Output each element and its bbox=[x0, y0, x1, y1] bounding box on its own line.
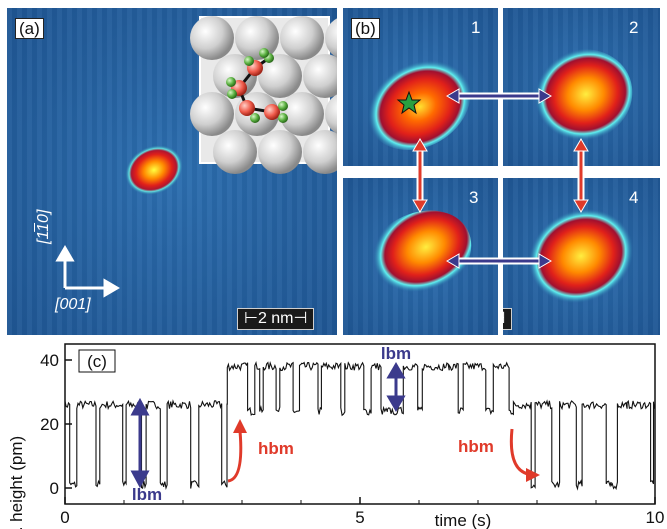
lbm-arrow-mid bbox=[386, 362, 406, 412]
hbm-arrowhead-right bbox=[526, 468, 540, 482]
x-tick-label: 0 bbox=[60, 508, 69, 527]
star-marker bbox=[396, 90, 422, 115]
state-3-number: 3 bbox=[469, 188, 479, 207]
hbm-arrow-left bbox=[227, 430, 243, 483]
height-trace bbox=[64, 360, 656, 491]
state-2-svg bbox=[529, 49, 633, 143]
scale-bar-a: ⊢2 nm⊣ bbox=[237, 308, 315, 330]
lbm-label-left: lbm bbox=[132, 485, 162, 504]
panel-c-label-box: (c) bbox=[78, 349, 116, 373]
direction-arrows bbox=[55, 245, 120, 298]
direction-label-vertical-text: [110] bbox=[35, 209, 52, 244]
panel-b-state-3: 3 bbox=[343, 178, 498, 335]
x-axis-label: time (s) bbox=[435, 511, 492, 529]
x-tick-label: 5 bbox=[355, 508, 364, 527]
panel-c-chart: rel. height (pm) 0 20 40 0 5 10 time (s) (c)… bbox=[7, 343, 664, 529]
panel-b-label: (b) bbox=[351, 18, 380, 39]
state-2-number: 2 bbox=[629, 18, 639, 37]
lbm-label-mid: lbm bbox=[381, 344, 411, 363]
state-4-blob bbox=[528, 208, 634, 304]
panel-b-state-2: 2 bbox=[503, 8, 660, 166]
panel-a-stm-image: (a) [110] [001] ⊢2 nm⊣ bbox=[7, 8, 337, 335]
direction-label-vertical: [110] bbox=[35, 184, 53, 244]
state-3-svg bbox=[364, 210, 472, 302]
x-ticks: 0 5 10 bbox=[60, 497, 664, 527]
lbm-arrow-left bbox=[130, 397, 150, 489]
state-1-svg bbox=[365, 56, 471, 150]
panel-b: (b) 1 2 bbox=[343, 8, 660, 335]
direction-label-horizontal: [001] bbox=[55, 296, 91, 313]
y-axis-label: rel. height (pm) bbox=[7, 436, 26, 529]
scale-bar-b: ⊢1 nm⊣ bbox=[503, 308, 513, 330]
state-1-number: 1 bbox=[471, 18, 481, 37]
hbm-label-left: hbm bbox=[258, 439, 294, 458]
state-4-number: 4 bbox=[629, 188, 639, 207]
panel-b-state-4: 4 ⊢1 nm⊣ bbox=[503, 178, 660, 335]
state-2-blob bbox=[529, 49, 633, 143]
y-tick-label: 20 bbox=[40, 415, 59, 434]
hbm-label-right: hbm bbox=[458, 437, 494, 456]
inset-model bbox=[190, 16, 337, 174]
panel-c-label: (c) bbox=[87, 352, 107, 371]
state-3-blob bbox=[364, 210, 472, 302]
panel-a-svg bbox=[55, 16, 337, 298]
state-1-blob bbox=[365, 56, 471, 150]
state-4-svg bbox=[528, 208, 634, 304]
hbm-arrowhead-left bbox=[233, 419, 247, 433]
molecule-blob bbox=[124, 144, 184, 196]
panel-b-state-1: (b) 1 bbox=[343, 8, 498, 166]
y-ticks: 0 20 40 bbox=[40, 351, 72, 498]
y-tick-label: 0 bbox=[50, 479, 59, 498]
y-tick-label: 40 bbox=[40, 351, 59, 370]
hbm-arrow-right bbox=[509, 428, 529, 476]
panel-a-label: (a) bbox=[15, 18, 44, 39]
x-tick-label: 10 bbox=[646, 508, 665, 527]
